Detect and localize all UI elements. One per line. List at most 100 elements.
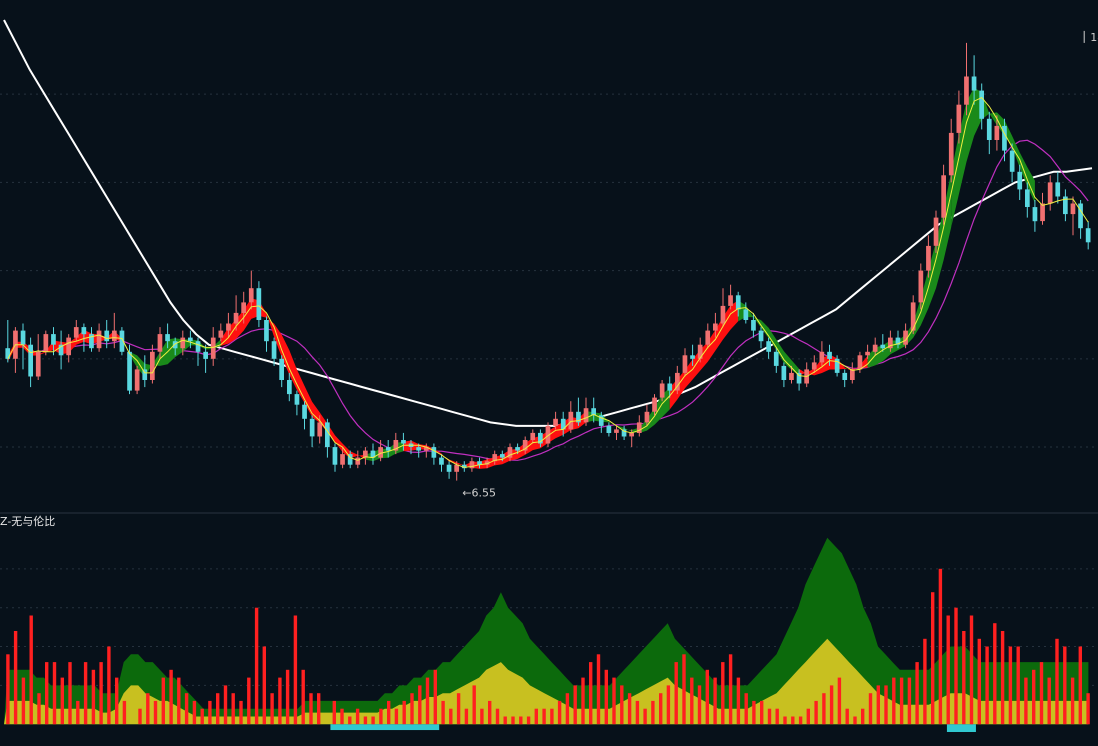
candle-body-99	[758, 330, 764, 342]
indicator-bar-20	[161, 677, 165, 725]
candle-body-133	[1017, 171, 1023, 190]
indicator-bar-101	[791, 716, 795, 725]
indicator-bar-81	[635, 700, 640, 725]
ma-mid-line	[7, 139, 1089, 461]
indicator-bar-55	[433, 669, 437, 725]
candle-body-140	[1070, 203, 1076, 215]
candle-body-61	[469, 461, 475, 469]
candle-body-130	[994, 125, 1000, 140]
candle-body-60	[461, 464, 467, 469]
indicator-bar-114	[892, 677, 896, 725]
indicator-bar-60	[472, 685, 476, 725]
candle-body-31	[241, 302, 246, 313]
candle-body-132	[1009, 150, 1015, 172]
candle-body-24	[188, 337, 193, 342]
indicator-bar-61	[480, 708, 484, 725]
candle-body-126	[964, 76, 969, 105]
indicator-bar-88	[690, 677, 694, 725]
ma-short-path	[7, 96, 1089, 468]
indicator-bar-103	[806, 708, 810, 725]
indicator-bar-32	[254, 607, 259, 725]
candle-body-64	[492, 454, 498, 462]
indicator-bar-30	[239, 700, 243, 725]
indicator-bar-99	[775, 708, 779, 725]
candle-body-14	[112, 330, 117, 342]
candle-body-112	[857, 355, 863, 370]
candle-body-116	[888, 337, 893, 349]
candle-body-32	[248, 288, 254, 303]
indicator-bar-37	[293, 615, 298, 725]
candle-body-56	[431, 447, 437, 458]
indicator-bar-25	[200, 708, 204, 725]
candle-body-90	[690, 355, 695, 359]
candle-body-94	[720, 305, 726, 324]
candle-body-96	[735, 295, 741, 310]
candle-body-109	[834, 358, 840, 373]
candle-body-15	[119, 330, 125, 352]
candle-body-11	[89, 334, 94, 349]
candle-body-85	[652, 397, 657, 412]
candle-body-18	[142, 369, 148, 380]
indicator-bar-62	[488, 700, 492, 725]
indicator-bar-134	[1047, 677, 1051, 725]
indicator-bar-80	[627, 693, 632, 725]
candle-body-137	[1047, 182, 1053, 204]
candle-body-62	[477, 461, 482, 465]
indicator-bar-123	[962, 631, 966, 725]
candle-body-100	[766, 341, 771, 352]
annotations: ←6.55 18.95	[462, 30, 1098, 500]
indicator-bar-138	[1078, 646, 1082, 725]
indicator-bar-79	[620, 685, 624, 725]
indicator-bar-34	[270, 693, 274, 725]
candle-body-39	[302, 404, 307, 419]
candle-body-135	[1032, 207, 1038, 222]
indicator-bar-76	[596, 654, 601, 725]
indicator-bar-108	[845, 708, 849, 725]
ma-short-line	[7, 96, 1089, 468]
candle-body-78	[598, 415, 604, 426]
indicator-bar-126	[985, 646, 989, 725]
candle-body-123	[941, 175, 946, 218]
candle-body-131	[1002, 125, 1007, 151]
candle-body-13	[104, 330, 110, 342]
candle-body-57	[439, 457, 444, 465]
indicator-bar-13	[107, 646, 111, 725]
indicator-bar-6	[52, 662, 57, 725]
candle-body-84	[644, 411, 650, 423]
candle-body-139	[1063, 196, 1068, 215]
indicator-bar-111	[868, 693, 873, 725]
indicator-bar-85	[666, 685, 671, 725]
indicator-bar-44	[348, 716, 352, 725]
candle-body-124	[948, 132, 954, 176]
indicator-negative-1	[946, 724, 976, 732]
indicator-bar-31	[247, 677, 251, 725]
candle-body-66	[507, 447, 513, 458]
indicator-bar-1	[13, 631, 18, 725]
candlesticks	[5, 42, 1091, 481]
indicator-bar-8	[68, 662, 72, 725]
candle-body-42	[325, 422, 330, 448]
candle-body-2	[20, 330, 26, 345]
candle-body-65	[500, 454, 505, 458]
indicator-bar-2	[21, 677, 26, 725]
indicator-bar-72	[565, 693, 570, 725]
candle-body-3	[28, 344, 33, 377]
candle-body-121	[926, 245, 931, 271]
candle-body-41	[317, 422, 323, 437]
indicator-bar-132	[1032, 669, 1036, 725]
candle-body-25	[195, 341, 201, 352]
candle-body-43	[332, 447, 338, 465]
ribbon-segment-6	[669, 300, 739, 410]
indicator-bar-137	[1070, 677, 1075, 725]
indicator-bar-64	[503, 716, 507, 725]
indicator-bar-17	[138, 708, 142, 725]
indicator-bar-110	[861, 708, 865, 725]
candle-body-9	[73, 327, 79, 338]
indicator-bar-27	[216, 693, 220, 725]
indicator-bar-36	[285, 669, 290, 725]
candle-body-71	[545, 425, 551, 444]
candle-body-55	[423, 447, 429, 451]
indicator-bar-130	[1016, 646, 1020, 725]
indicator-bar-58	[456, 693, 461, 725]
indicator-bar-45	[355, 708, 360, 725]
